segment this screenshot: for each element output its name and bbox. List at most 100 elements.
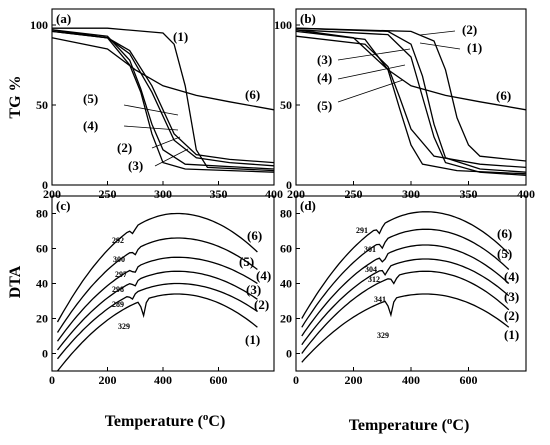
dta-curve-6 <box>56 212 258 323</box>
y-tick-label: 20 <box>36 312 48 326</box>
peak-label: 300 <box>113 255 125 264</box>
x-tick-label: 200 <box>99 373 117 387</box>
x-tick-label: 300 <box>154 187 172 201</box>
dta-curve-2 <box>56 282 258 360</box>
tg-curve-1 <box>52 27 275 172</box>
x-tick-label: 350 <box>210 187 228 201</box>
y-tick-label: 0 <box>286 178 292 192</box>
x-tick-label: 0 <box>49 373 55 387</box>
y-tick-label: 80 <box>36 207 48 221</box>
y-tick-label: 60 <box>280 242 292 256</box>
leader-line <box>123 104 179 116</box>
tg-curve-6 <box>51 37 275 111</box>
peak-label: 297 <box>115 270 127 279</box>
leader-line <box>123 125 179 131</box>
dta-curve-4 <box>301 244 510 337</box>
y-tick-label: 50 <box>280 98 292 112</box>
leader-line <box>419 42 461 50</box>
y-tick-label: 40 <box>36 277 48 291</box>
dta-curve-3 <box>301 258 510 346</box>
x-tick-label: 400 <box>265 187 283 201</box>
peak-label: 341 <box>374 295 386 304</box>
plot-frame <box>51 195 275 372</box>
peak-label: 301 <box>364 245 376 254</box>
peak-label: 329 <box>377 331 389 340</box>
panel-letter: (d) <box>300 198 316 213</box>
tg-curve-4 <box>295 30 527 175</box>
x-tick-label: 200 <box>287 187 305 201</box>
tg-curve-5 <box>295 35 527 169</box>
series-label: (5) <box>83 91 98 106</box>
leader-line <box>151 136 181 149</box>
x-tick-label: 400 <box>517 187 535 201</box>
peak-label: 298 <box>112 285 124 294</box>
x-tick-label: 600 <box>210 373 228 387</box>
series-label: (1) <box>504 327 519 342</box>
series-label: (3) <box>504 289 519 304</box>
xlabel-c: Temperature (oC) <box>105 411 226 430</box>
x-tick-label: 300 <box>402 187 420 201</box>
series-label: (5) <box>239 254 254 269</box>
y-tick-label: 20 <box>280 312 292 326</box>
tg-curve-1 <box>295 27 527 162</box>
series-label: (6) <box>496 88 511 103</box>
leader-line <box>419 30 456 36</box>
panel-letter: (c) <box>56 198 70 213</box>
series-label: (4) <box>317 70 332 85</box>
series-label: (2) <box>462 22 477 37</box>
series-label: (4) <box>83 118 98 133</box>
leader-line <box>337 48 411 61</box>
series-label: (3) <box>128 158 143 173</box>
x-tick-label: 400 <box>402 373 420 387</box>
panel-letter: (a) <box>56 11 71 26</box>
dta-curve-5 <box>56 237 258 333</box>
dta-curve-1 <box>301 293 510 363</box>
x-tick-label: 200 <box>43 187 61 201</box>
x-tick-label: 0 <box>293 373 299 387</box>
y-tick-label: 100 <box>274 18 292 32</box>
series-label: (5) <box>497 246 512 261</box>
tg-curve-2 <box>51 29 275 173</box>
series-label: (1) <box>245 332 260 347</box>
dta-curve-6 <box>301 211 510 319</box>
series-label: (2) <box>504 308 519 323</box>
leader-line <box>154 148 189 167</box>
dta-curve-3 <box>56 270 258 351</box>
peak-label: 329 <box>118 322 130 331</box>
tg-curve-5 <box>51 30 275 164</box>
dta-curve-2 <box>301 270 510 354</box>
y-tick-label: 50 <box>36 98 48 112</box>
series-label: (1) <box>173 29 188 44</box>
y-tick-label: 0 <box>42 178 48 192</box>
series-label: (2) <box>254 297 269 312</box>
peak-label: 292 <box>112 236 124 245</box>
ylabel-tg: TG % <box>7 75 24 118</box>
y-tick-label: 0 <box>42 347 48 361</box>
tg-curve-3 <box>295 29 527 177</box>
ylabel-dta: DTA <box>7 265 24 298</box>
y-tick-label: 40 <box>280 277 292 291</box>
tg-curve-2 <box>295 27 527 173</box>
x-tick-label: 250 <box>345 187 363 201</box>
y-tick-label: 60 <box>36 242 48 256</box>
leader-line <box>337 64 406 80</box>
series-label: (4) <box>504 269 519 284</box>
peak-label: 312 <box>368 275 380 284</box>
series-label: (6) <box>497 226 512 241</box>
series-label: (1) <box>467 40 482 55</box>
series-label: (6) <box>247 228 262 243</box>
xlabel-d: Temperature (oC) <box>349 415 470 434</box>
dta-curve-4 <box>56 256 258 342</box>
panel-letter: (b) <box>300 11 316 26</box>
x-tick-label: 200 <box>345 373 363 387</box>
tg-curve-6 <box>295 29 527 111</box>
peak-label: 289 <box>112 300 124 309</box>
peak-label: 304 <box>365 265 377 274</box>
dta-curve-1 <box>56 293 258 372</box>
y-tick-label: 0 <box>286 347 292 361</box>
y-tick-label: 100 <box>30 18 48 32</box>
x-tick-label: 400 <box>154 373 172 387</box>
x-tick-label: 250 <box>99 187 117 201</box>
y-tick-label: 80 <box>280 207 292 221</box>
